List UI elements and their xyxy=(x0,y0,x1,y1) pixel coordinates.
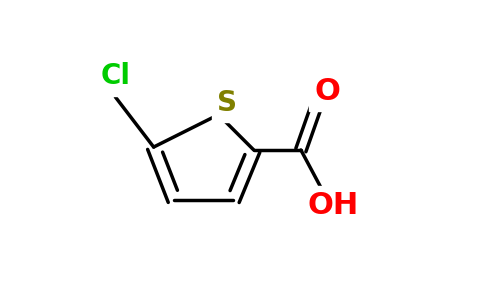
Text: O: O xyxy=(315,76,340,106)
Text: OH: OH xyxy=(308,191,359,220)
Text: S: S xyxy=(217,89,237,117)
Text: Cl: Cl xyxy=(100,62,130,90)
